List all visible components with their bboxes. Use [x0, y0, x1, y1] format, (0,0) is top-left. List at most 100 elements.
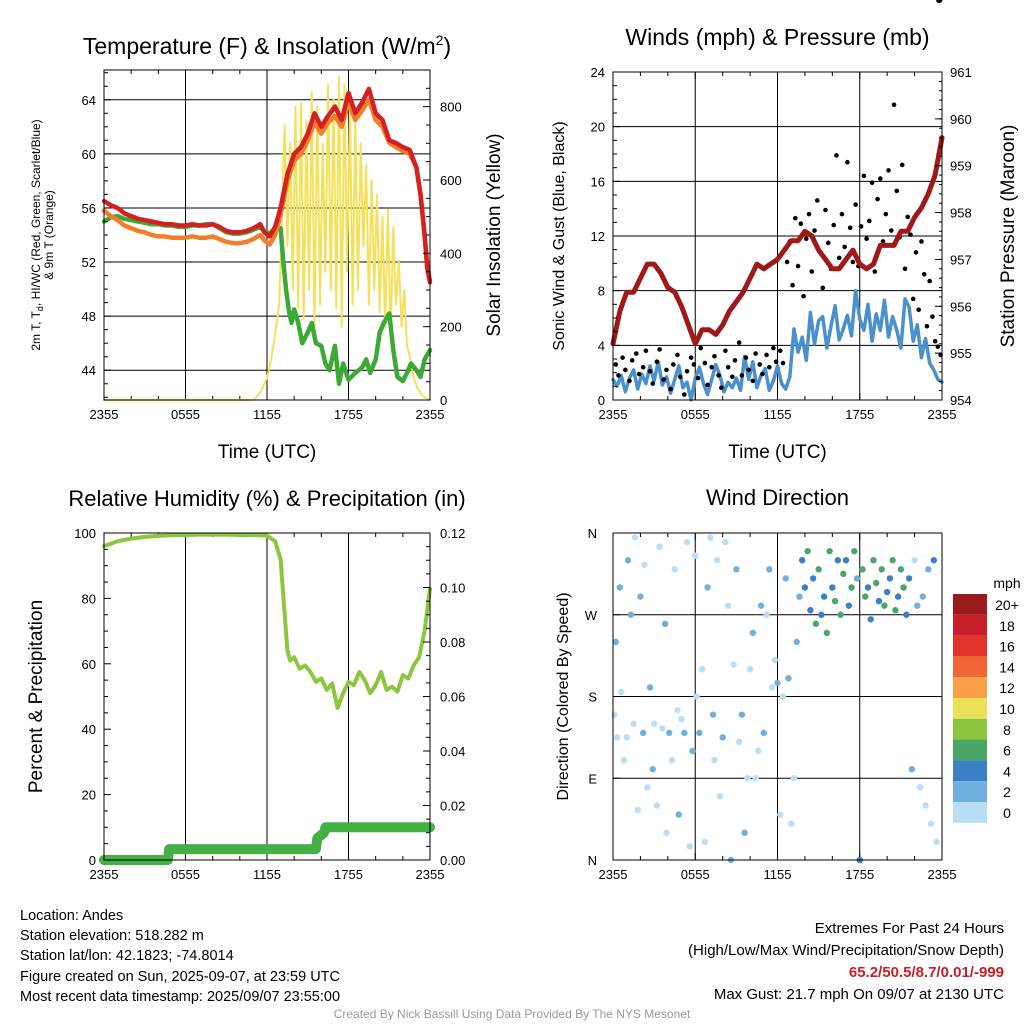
direction-point: [698, 666, 706, 673]
gust-point: [836, 255, 842, 261]
gust-point: [725, 364, 731, 370]
gust-point: [684, 369, 690, 374]
y-tick-label: 64: [82, 93, 96, 108]
direction-point: [818, 611, 825, 618]
gust-point: [872, 269, 878, 274]
gust-point: [757, 362, 762, 367]
y-tick-label: 40: [82, 722, 96, 737]
series-insolation: [103, 76, 431, 401]
gust-point: [636, 371, 642, 377]
x-tick-label: 1755: [334, 407, 363, 422]
direction-point: [630, 720, 637, 727]
x-tick-label: 1755: [845, 407, 874, 422]
gust-point: [623, 367, 628, 373]
y2-axis-label: Solar Insolation (Yellow): [484, 133, 505, 336]
gust-point: [784, 259, 790, 265]
legend-swatch: [953, 739, 987, 761]
direction-point: [661, 620, 669, 628]
direction-point: [646, 684, 654, 691]
direction-point: [719, 734, 726, 741]
x-tick-label: 2355: [90, 407, 119, 422]
direction-point: [886, 575, 894, 582]
direction-point: [611, 711, 618, 718]
direction-point: [840, 570, 847, 578]
legend-swatch: [953, 760, 987, 782]
y-tick-label: N: [588, 853, 597, 868]
direction-point: [790, 775, 798, 782]
gust-point: [688, 355, 694, 360]
recent-text: Most recent data timestamp: 2025/09/07 2…: [20, 988, 341, 1005]
x-tick-label: 1755: [334, 867, 363, 882]
latlon-text: Station lat/lon: 42.1823; -74.8014: [20, 948, 234, 965]
direction-point: [612, 638, 619, 646]
gust-point: [814, 198, 820, 203]
direction-point: [873, 579, 880, 587]
y2-tick-label: 0: [440, 393, 447, 408]
direction-point: [692, 552, 699, 559]
direction-point: [826, 547, 833, 555]
direction-point: [845, 602, 852, 609]
y-tick-label: 60: [82, 147, 96, 162]
x-axis-label: Time (UTC): [218, 442, 317, 463]
y-tick-label: S: [588, 690, 597, 705]
series-gust: [613, 102, 943, 397]
direction-point: [763, 611, 770, 618]
gust-point: [913, 250, 919, 255]
y2-axis-label: Station Pressure (Maroon): [998, 125, 1019, 348]
direction-point: [785, 675, 792, 682]
direction-point: [663, 829, 670, 836]
gust-point: [921, 271, 927, 277]
y-axis-label: Sonic Wind & Gust (Blue, Black): [551, 121, 568, 350]
gust-point: [771, 345, 776, 351]
direction-point: [639, 729, 647, 737]
direction-point: [678, 716, 685, 723]
direction-point: [842, 557, 850, 564]
direction-point: [793, 638, 800, 646]
gust-point: [650, 381, 656, 386]
gust-point: [839, 211, 845, 217]
x-tick-label: 0555: [171, 867, 200, 882]
direction-point: [704, 584, 711, 591]
y2-tick-label: 400: [440, 246, 462, 261]
gust-point: [668, 386, 673, 392]
gust-point: [888, 228, 894, 233]
gust-point: [629, 358, 635, 363]
direction-point: [713, 557, 721, 564]
y-tick-label: 4: [598, 338, 605, 353]
x-axis-label: Time (UTC): [728, 442, 827, 463]
extremes-subtitle: (High/Low/Max Wind/Precipitation/Snow De…: [688, 942, 1004, 959]
series-rh: [102, 532, 432, 710]
direction-point: [683, 538, 691, 546]
legend-swatch: [953, 594, 987, 615]
direction-point: [812, 620, 820, 628]
gust-point: [847, 225, 853, 231]
series-temp-2m: [101, 86, 433, 285]
gust-point: [932, 338, 938, 344]
y2-tick-label: 961: [950, 65, 972, 80]
legend-swatch: [953, 698, 987, 719]
direction-point: [771, 656, 778, 664]
direction-point: [693, 693, 700, 700]
direction-point: [709, 711, 717, 718]
y-tick-label: 60: [82, 657, 96, 672]
direction-point: [650, 720, 658, 727]
direction-point: [916, 784, 924, 791]
direction-point: [659, 725, 666, 732]
gust-point: [691, 362, 697, 367]
direction-point: [634, 806, 641, 814]
y2-tick-label: 960: [950, 112, 972, 127]
direction-point: [922, 802, 929, 809]
direction-point: [735, 738, 743, 746]
gust-point: [616, 373, 621, 378]
gust-point: [910, 296, 916, 302]
gust-point: [798, 221, 804, 226]
gust-point: [702, 360, 708, 366]
gust-point: [760, 371, 765, 377]
direction-point: [722, 538, 729, 546]
direction-point: [675, 811, 682, 818]
gust-point: [905, 214, 911, 220]
direction-point: [905, 575, 913, 582]
gust-point: [861, 173, 867, 179]
direction-point: [804, 547, 811, 555]
gust-point: [793, 215, 798, 221]
